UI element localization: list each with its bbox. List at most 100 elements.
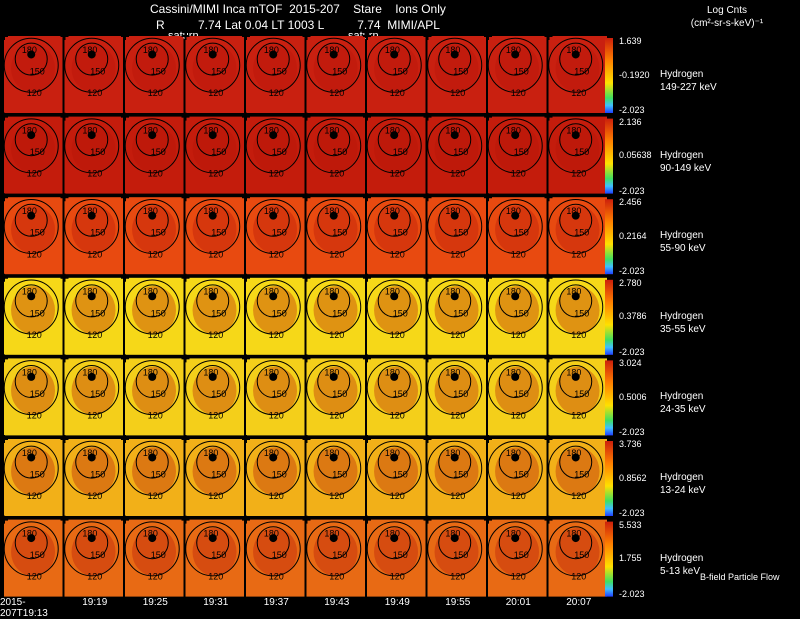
cross-marker (423, 193, 432, 202)
contour-label: 150 (90, 470, 105, 480)
flux-blob (555, 205, 600, 254)
contour-outer (548, 521, 604, 577)
flux-blob (495, 44, 540, 93)
cross-marker (484, 193, 492, 202)
contour-inner (75, 284, 109, 318)
colorbar-min: -2.023 (619, 185, 645, 196)
saturn-marker (390, 372, 399, 381)
contour-label: 120 (450, 88, 465, 98)
contour-label: 180 (506, 448, 521, 458)
contour-label: 120 (269, 410, 284, 420)
contour-label: 150 (332, 67, 347, 77)
time-label: 19:37 (263, 597, 289, 608)
contour-label: 150 (574, 308, 589, 318)
contour-label: 180 (506, 126, 521, 136)
contour-label: 180 (324, 206, 339, 216)
contour-label: 120 (148, 491, 163, 501)
contour-label: 150 (393, 308, 408, 318)
contour-label: 180 (385, 529, 400, 539)
saturn-marker (511, 131, 520, 140)
contour-label: 120 (511, 410, 526, 420)
contour-inner (75, 445, 109, 479)
contour-inner (559, 284, 593, 318)
contour-inner (377, 445, 411, 479)
contour-label: 120 (269, 491, 284, 501)
saturn-marker (329, 211, 338, 220)
cross-marker (0, 112, 8, 121)
band-energy: 149-227 keV (660, 82, 717, 93)
contour-outer (185, 279, 241, 335)
flux-blob (11, 286, 56, 335)
contour-label: 120 (208, 169, 223, 179)
contour-label: 180 (445, 206, 460, 216)
contour-outer (366, 198, 422, 254)
colorbar-max: 2.456 (619, 197, 642, 208)
cross-marker (181, 112, 190, 121)
colorbar-max: 1.639 (619, 36, 642, 46)
contour-label: 180 (385, 206, 400, 216)
cross-marker (302, 112, 311, 121)
saturn-marker (450, 372, 459, 381)
contour-outer (427, 360, 483, 416)
contour-label: 150 (514, 67, 529, 77)
flux-blob (495, 205, 540, 254)
contour-label: 180 (82, 448, 97, 458)
saturn-marker (87, 372, 96, 381)
contour-label: 150 (272, 470, 287, 480)
contour-inner (256, 42, 290, 76)
contour-label: 120 (148, 249, 163, 259)
saturn-marker (390, 211, 399, 220)
contour-label: 150 (272, 67, 287, 77)
flux-blob (192, 205, 237, 254)
title-line-1: Cassini/MIMI Inca mTOF 2015-207 Stare Io… (150, 2, 446, 16)
flux-blob (192, 527, 237, 576)
cross-marker (302, 273, 311, 282)
contour-label: 150 (514, 550, 529, 560)
contour-label: 180 (143, 126, 158, 136)
contour-outer (427, 521, 483, 577)
saturn-marker (390, 292, 399, 301)
cross-marker (544, 354, 553, 363)
contour-label: 150 (151, 228, 166, 238)
contour-outer (548, 360, 604, 416)
saturn-marker (329, 453, 338, 462)
flux-blob (192, 44, 237, 93)
flux-blob (253, 205, 298, 254)
contour-label: 180 (203, 45, 218, 55)
contour-label: 150 (514, 228, 529, 238)
contour-label: 120 (87, 410, 102, 420)
contour-label: 150 (30, 389, 45, 399)
band-species: Hydrogen (660, 69, 704, 80)
contour-inner (317, 365, 351, 398)
contour-inner (256, 365, 290, 398)
contour-outer (306, 440, 362, 496)
band-label: Hydrogen 24-35 keV (660, 390, 706, 416)
contour-label: 180 (324, 367, 339, 377)
flux-blob (132, 286, 177, 335)
contour-label: 180 (324, 45, 339, 55)
contour-label: 120 (269, 169, 284, 179)
cross-marker (302, 435, 311, 443)
contour-inner (377, 365, 411, 398)
contour-label: 180 (22, 45, 37, 55)
contour-label: 150 (151, 550, 166, 560)
flux-blob (434, 366, 479, 415)
saturn-marker (571, 131, 580, 140)
contour-label: 120 (329, 88, 344, 98)
contour-label: 150 (574, 147, 589, 157)
title-line-2: R 7.74 Lat 0.04 LT 1003 L 7.74 MIMI/APL (156, 18, 440, 32)
saturn-marker (148, 50, 157, 59)
cross-marker (423, 435, 432, 443)
contour-label: 180 (203, 206, 218, 216)
flux-blob (253, 447, 298, 496)
flux-blob (132, 124, 177, 173)
contour-label: 180 (566, 287, 581, 297)
contour-inner (196, 284, 230, 318)
flux-blob (11, 205, 56, 254)
contour-inner (498, 365, 532, 398)
cross-marker (0, 354, 8, 363)
contour-label: 180 (143, 45, 158, 55)
flux-blob (253, 527, 298, 576)
cross-marker (60, 435, 69, 443)
colorbar-mid: 0.05638 (619, 150, 652, 161)
